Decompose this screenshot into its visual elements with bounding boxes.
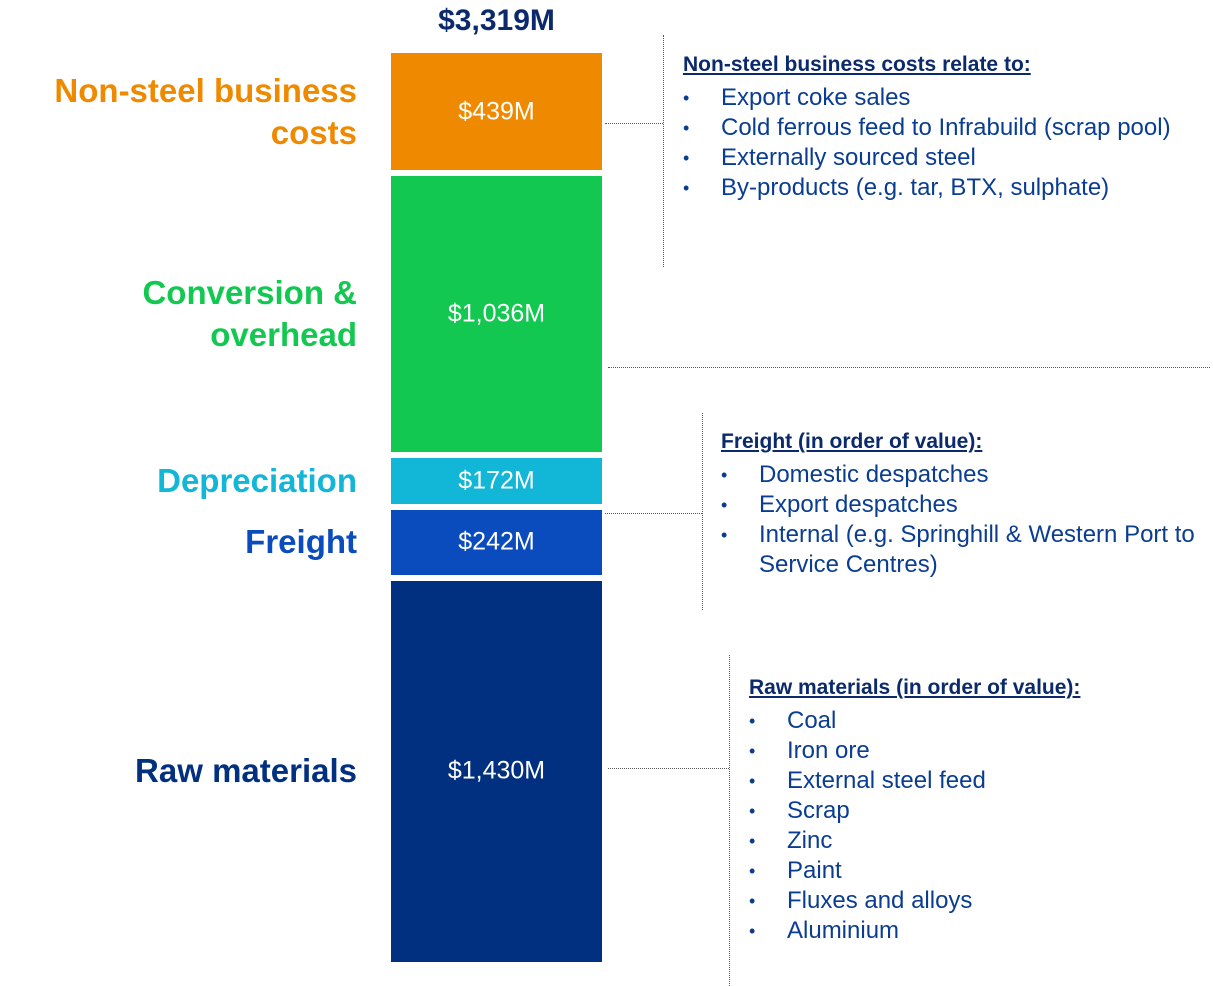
value-label: $242M: [458, 527, 535, 556]
bullet-item: Iron ore: [749, 736, 1211, 766]
connector: [605, 123, 663, 124]
series-label: Conversion & overhead: [142, 274, 357, 354]
bullet-item: Aluminium: [749, 916, 1211, 946]
bullet-list: Export coke salesCold ferrous feed to In…: [683, 83, 1203, 203]
value-label: $1,036M: [447, 299, 546, 328]
total-label: $3,319M: [438, 4, 555, 37]
bullet-item: Internal (e.g. Springhill & Western Port…: [721, 520, 1211, 580]
bullet-item: Coal: [749, 706, 1211, 736]
annotation: Raw materials (in order of value): CoalIr…: [749, 676, 1211, 946]
bullet-list: CoalIron oreExternal steel feedScrapZinc…: [749, 706, 1211, 946]
bullet-item: Fluxes and alloys: [749, 886, 1211, 916]
value-label: $172M: [458, 466, 535, 495]
series-label: Depreciation: [157, 462, 357, 500]
bullet-item: Externally sourced steel: [683, 143, 1203, 173]
connector: [663, 35, 664, 267]
bullet-item: External steel feed: [749, 766, 1211, 796]
bullet-item: Scrap: [749, 796, 1211, 826]
bullet-item: Export despatches: [721, 490, 1211, 520]
bullet-item: Cold ferrous feed to Infrabuild (scrap p…: [683, 113, 1203, 143]
bar-segment: [391, 510, 602, 575]
annotation-title: Freight (in order of value):: [721, 430, 983, 453]
annotation-title: Non-steel business costs relate to:: [683, 53, 1031, 76]
series-label: Non-steel business costs: [54, 71, 357, 151]
connector: [729, 655, 730, 986]
value-label: $1,430M: [447, 756, 546, 785]
connector: [605, 513, 702, 514]
value-label: $439M: [458, 97, 535, 126]
bar-segment: [391, 580, 602, 962]
series-label: Raw materials: [135, 752, 357, 790]
bar-segment: [391, 176, 602, 453]
bullet-item: By-products (e.g. tar, BTX, sulphate): [683, 173, 1203, 203]
series-label: Freight: [245, 523, 357, 561]
bullet-item: Zinc: [749, 826, 1211, 856]
annotation: Non-steel business costs relate to: Expor…: [683, 53, 1203, 203]
annotation-title: Raw materials (in order of value):: [749, 676, 1081, 699]
divider: [608, 367, 1210, 368]
bar-segment: [391, 53, 602, 171]
connector: [608, 768, 729, 769]
annotation: Freight (in order of value): Domestic des…: [721, 430, 1211, 580]
bullet-list: Domestic despatchesExport despatchesInte…: [721, 460, 1211, 580]
bullet-item: Export coke sales: [683, 83, 1203, 113]
bar-segment: [391, 458, 602, 505]
bullet-item: Domestic despatches: [721, 460, 1211, 490]
connector: [702, 413, 703, 610]
bullet-item: Paint: [749, 856, 1211, 886]
